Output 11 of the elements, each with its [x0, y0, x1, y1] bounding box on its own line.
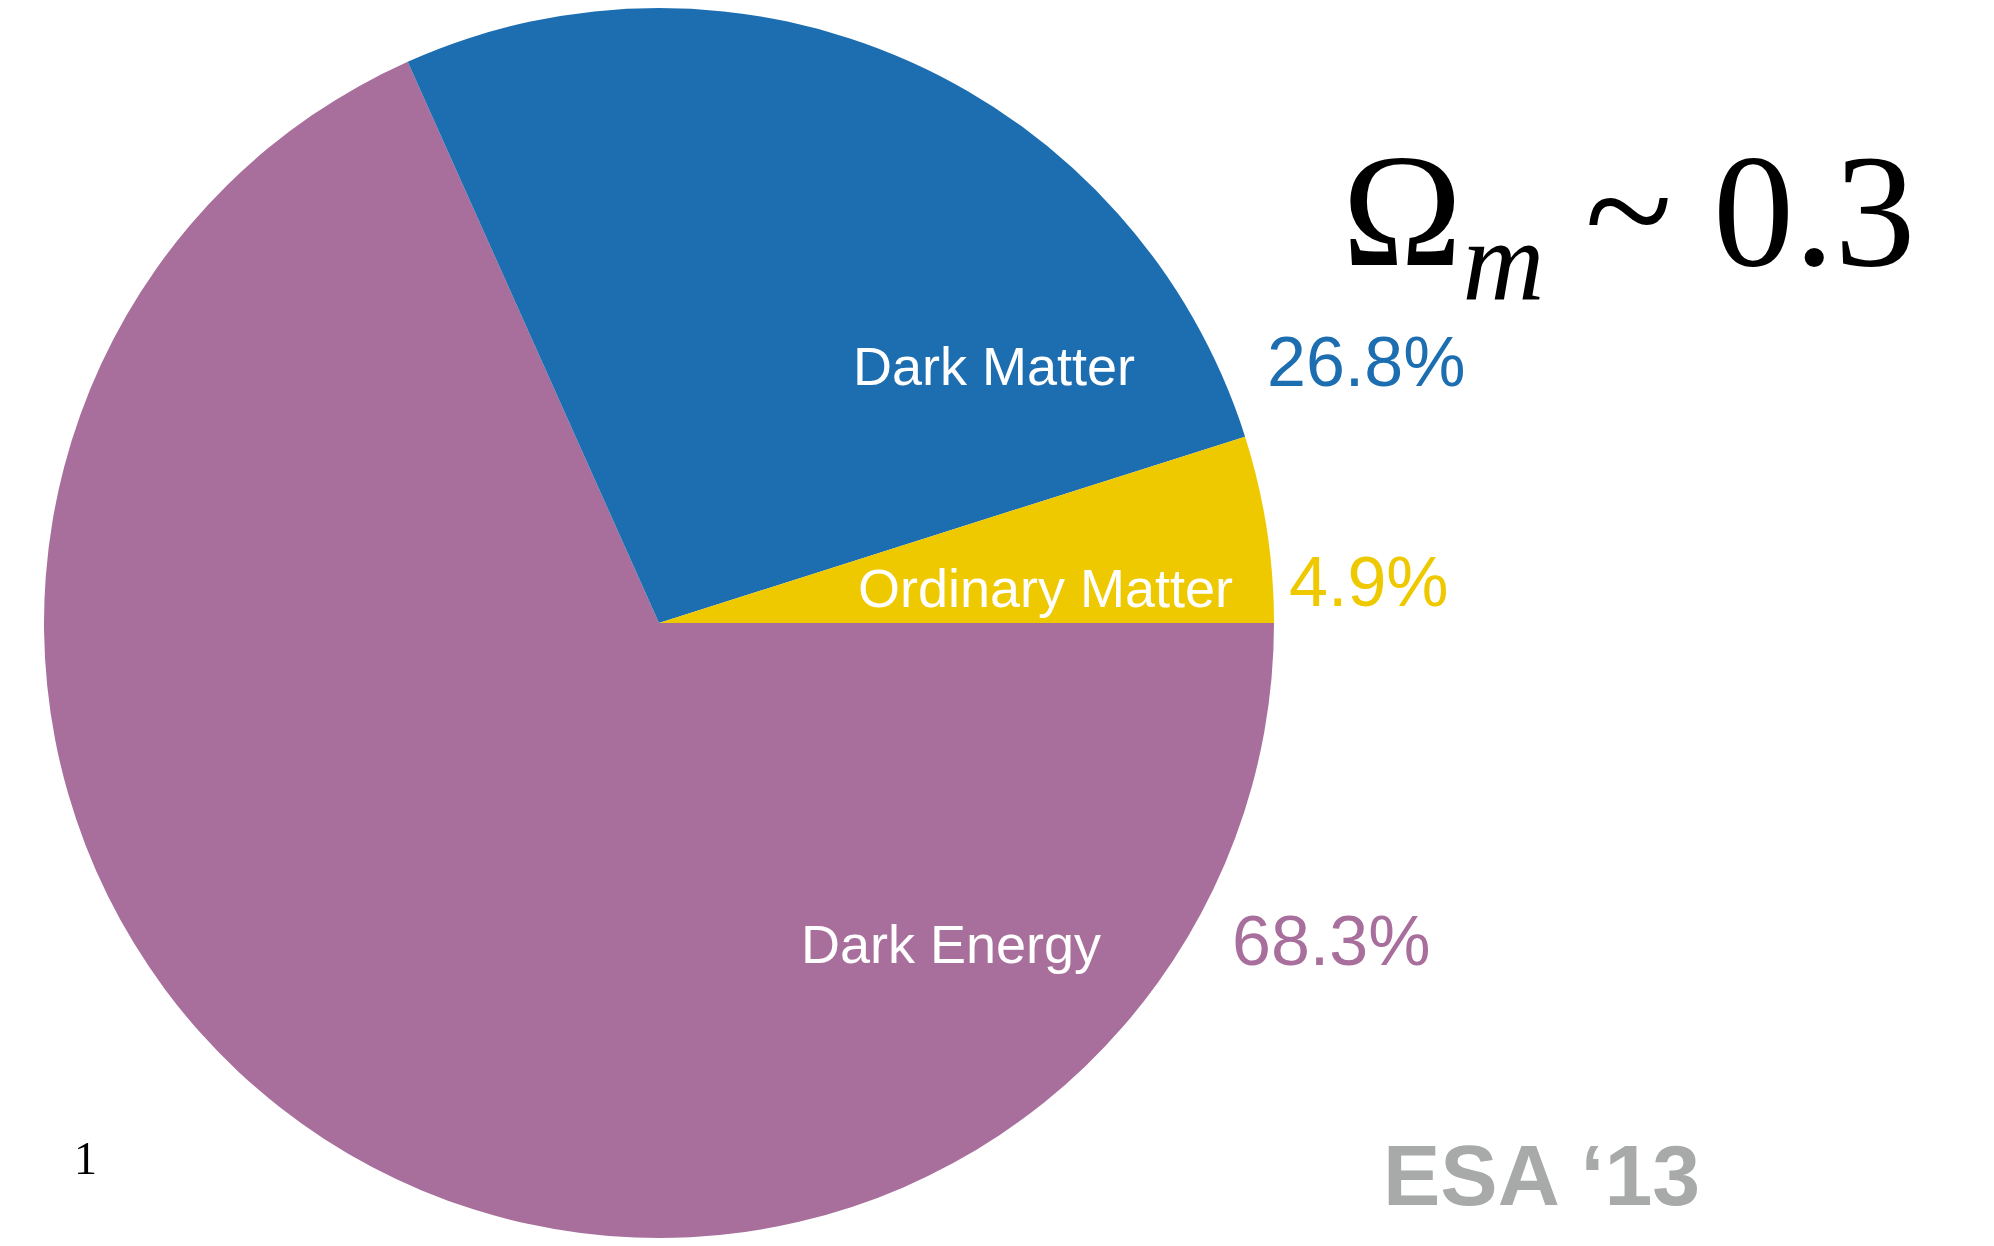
- text: ESA ‘13: [1383, 1127, 1701, 1223]
- slice-label: Ordinary Matter: [858, 558, 1234, 618]
- text: Ω$_{m}$ ~ 0.3: [1342, 121, 1916, 325]
- slice-label: Dark Energy: [801, 914, 1102, 974]
- pie-slice: [659, 436, 1274, 623]
- data-label: 4.9%: [1289, 543, 1449, 621]
- pie-slice: [407, 8, 1246, 623]
- text: 1: [74, 1133, 97, 1184]
- data-label: 68.3%: [1232, 902, 1431, 980]
- slice-label: Dark Matter: [853, 336, 1136, 396]
- data-label: 26.8%: [1267, 323, 1466, 401]
